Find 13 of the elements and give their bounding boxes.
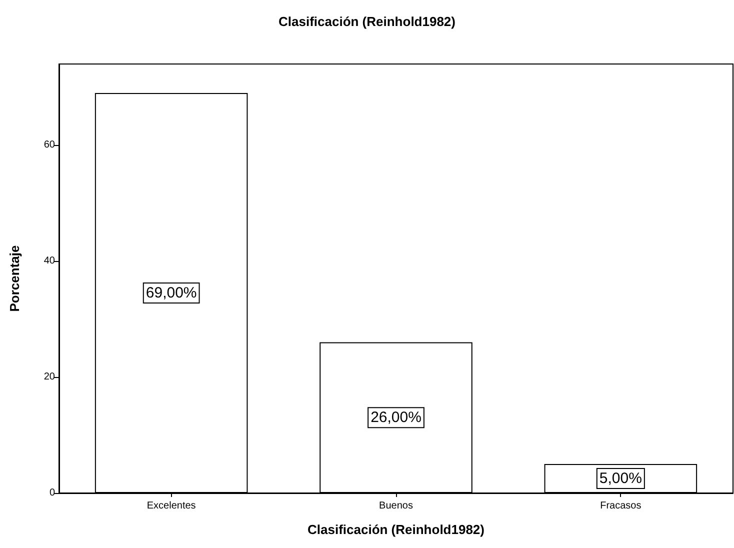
x-tick-label: Fracasos [600, 500, 642, 512]
y-tick-label: 20 [44, 372, 56, 383]
x-tick-label: Buenos [379, 500, 413, 512]
y-tick-label: 40 [44, 256, 56, 267]
x-axis-title: Clasificación (Reinhold1982) [308, 522, 484, 537]
data-label: 69,00% [146, 284, 197, 302]
chart-title: Clasificación (Reinhold1982) [278, 14, 456, 29]
y-axis-title: Porcentaje [7, 245, 22, 312]
data-label: 5,00% [599, 470, 642, 488]
x-tick-label: Excelentes [146, 500, 196, 512]
y-tick-label: 60 [44, 140, 56, 151]
y-tick-label: 0 [49, 488, 56, 498]
data-label: 26,00% [370, 409, 422, 426]
